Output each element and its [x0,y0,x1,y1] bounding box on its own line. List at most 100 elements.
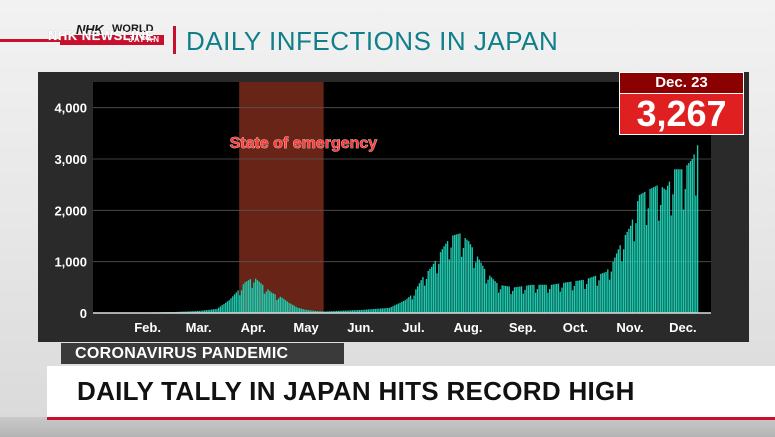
bar [207,309,209,313]
bar [526,285,528,313]
bar [198,310,201,313]
bar [492,279,495,313]
bar [205,310,208,313]
bar [283,298,285,313]
bar [376,308,378,313]
bar [406,298,408,313]
bar [505,285,507,313]
bar [522,293,524,313]
bar [448,259,451,313]
bar [210,309,213,313]
bar [239,295,241,313]
bar [628,228,630,313]
bar [460,256,463,313]
bar [607,269,609,313]
bar [478,259,480,313]
bar [689,161,692,313]
bar [445,243,447,313]
bar [459,233,461,313]
bar [621,261,623,313]
bar [387,307,389,313]
bar [246,281,248,313]
bar [533,284,535,313]
bar [341,310,343,313]
bar [466,239,468,313]
bar [200,310,202,313]
bar [622,249,625,313]
callout-value: 3,267 [619,93,744,135]
bar [415,289,417,313]
bar [578,280,581,313]
bar [443,246,445,313]
bar [570,281,572,313]
bar [536,289,539,313]
bar [343,310,345,313]
bar [218,307,220,313]
bar [635,223,637,313]
bar [682,209,685,313]
bar [589,277,591,313]
bar [191,311,193,313]
bar [230,298,232,313]
bar [557,283,560,313]
bar [302,309,304,313]
bar [228,300,230,313]
bar [432,263,435,313]
bottom-band [0,417,775,437]
x-tick-label: Nov. [616,320,643,335]
page-title: DAILY INFECTIONS IN JAPAN [186,26,559,56]
bar [446,241,449,313]
bar [619,245,621,313]
bar [418,283,421,313]
bar [469,244,472,313]
bar [219,306,222,313]
bar [334,311,336,313]
bar [654,186,657,313]
y-tick-label: 1,000 [54,255,87,270]
bar [656,185,658,313]
bar [684,189,686,313]
bar [422,277,424,313]
bar [193,311,195,313]
bar [494,281,496,313]
bar [409,295,412,313]
bar [517,286,519,313]
bar [564,282,567,313]
bar [483,268,486,313]
bar [254,278,257,313]
y-tick-label: 2,000 [54,203,87,218]
bar [485,283,487,313]
bar [346,310,348,313]
bar [573,285,576,313]
bar [360,309,362,313]
bar [645,225,648,313]
bar [510,294,512,313]
bar [214,309,216,313]
bar [237,290,239,313]
bar [651,188,653,313]
bar [262,284,264,313]
bar [464,238,466,313]
bar [439,252,442,313]
bar [385,308,387,313]
bar [416,286,419,313]
bar [358,309,361,313]
logo-japan-text: JAPAN [60,35,164,45]
x-tick-label: Jun. [347,320,374,335]
bar [473,267,475,313]
bar [374,308,377,313]
bar [515,287,517,313]
y-tick-label: 4,000 [54,101,87,116]
bar [501,285,503,313]
bar [552,284,554,313]
bar [677,169,679,313]
bar [659,205,662,313]
bar [270,292,273,313]
x-tick-label: May [293,320,319,335]
bar [355,310,357,313]
bar [291,304,294,313]
bar [617,249,620,313]
bar [512,290,514,313]
bar [263,293,266,313]
bar [596,285,598,313]
